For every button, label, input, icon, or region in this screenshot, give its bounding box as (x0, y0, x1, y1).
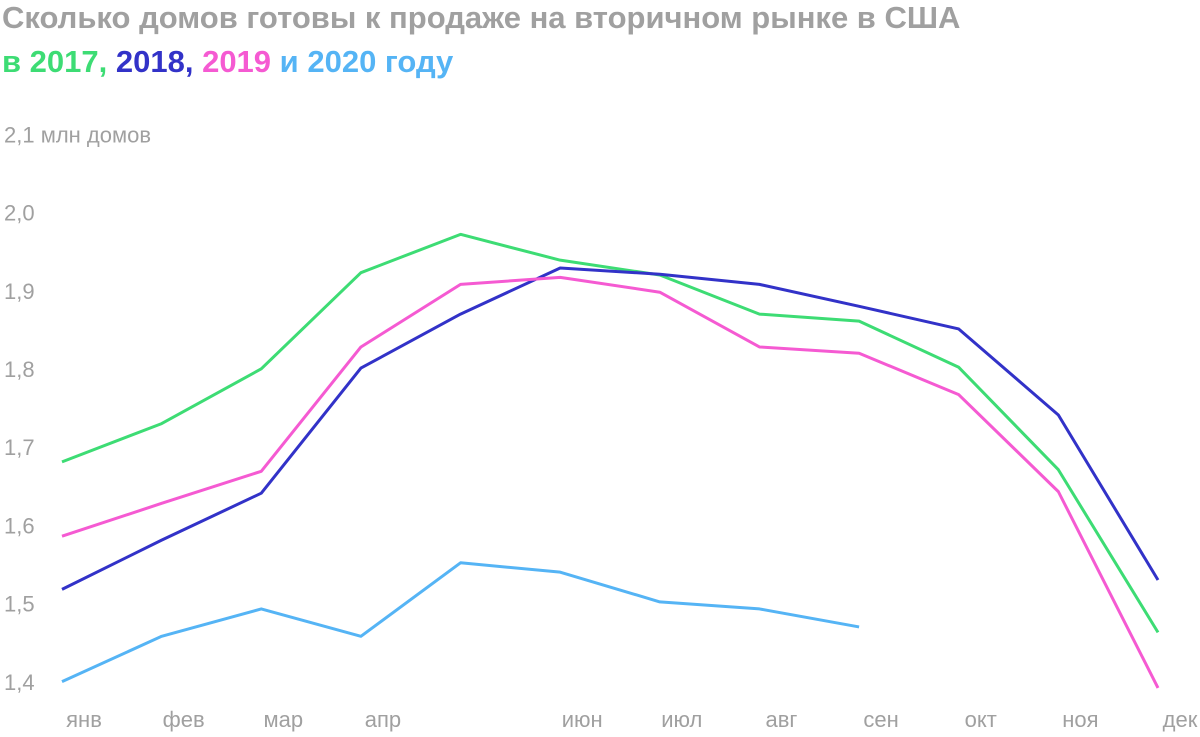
x-tick-label: фев (163, 707, 205, 732)
y-tick-label: 1,5 (4, 592, 35, 617)
series-line (61, 561, 860, 684)
chart-subtitle: в 2017, 2018, 2019 и 2020 году (2, 44, 454, 79)
legend-entry: 2017 (30, 44, 99, 79)
x-tick-label: апр (365, 707, 401, 732)
y-tick-label: 1,7 (4, 435, 35, 460)
x-tick-label: июл (661, 707, 702, 732)
x-tick-label: янв (66, 707, 102, 732)
series-line (61, 232, 1160, 634)
y-tick-label: 1,6 (4, 513, 35, 538)
series-line (61, 275, 1160, 689)
legend-entry: 2020 (307, 44, 376, 79)
y-tick-label: 1,8 (4, 357, 35, 382)
y-tick-label: 1,4 (4, 670, 35, 695)
series-line (61, 266, 1160, 591)
subtitle-part: и (271, 44, 307, 79)
legend-entry: 2018 (116, 44, 185, 79)
y-tick-label: 1,9 (4, 279, 35, 304)
x-tick-label: окт (965, 707, 997, 732)
subtitle-part: , (185, 44, 202, 79)
legend-entry: 2019 (202, 44, 271, 79)
y-tick-label: 2,1 млн домов (4, 122, 151, 147)
subtitle-part: , (99, 44, 116, 79)
subtitle-part: году (376, 44, 454, 79)
x-tick-label: сен (863, 707, 898, 732)
x-tick-label: авг (765, 707, 797, 732)
subtitle-part: в (2, 44, 30, 79)
x-tick-label: мар (263, 707, 303, 732)
x-tick-label: июн (562, 707, 603, 732)
y-tick-label: 2,0 (4, 201, 35, 226)
x-tick-label: дек (1163, 707, 1198, 732)
x-tick-label: ноя (1062, 707, 1098, 732)
chart-title: Сколько домов готовы к продаже на вторич… (2, 0, 960, 35)
